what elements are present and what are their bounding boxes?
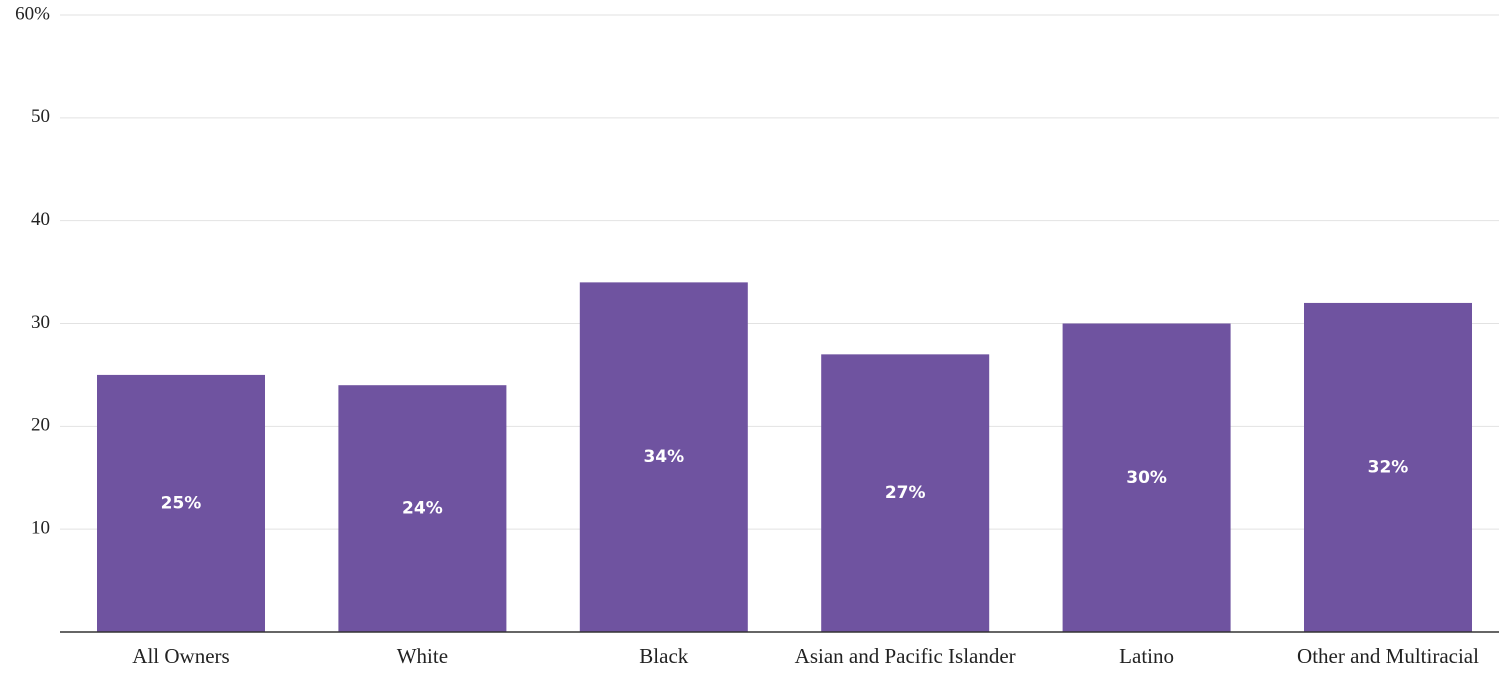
- x-tick-label: White: [396, 644, 449, 668]
- value-label: 32%: [1368, 457, 1409, 477]
- bar: [97, 374, 265, 632]
- x-tick-label: All Owners: [132, 644, 230, 668]
- bar: [1062, 323, 1231, 632]
- value-label: 24%: [402, 499, 443, 519]
- value-label: 27%: [885, 483, 926, 503]
- y-tick-label: 50: [31, 106, 50, 127]
- value-label: 25%: [161, 493, 202, 513]
- x-tick-label: Black: [639, 644, 689, 668]
- y-tick-label: 40: [31, 209, 50, 230]
- x-tick-label: Asian and Pacific Islander: [794, 644, 1016, 668]
- y-tick-label: 60%: [15, 3, 50, 24]
- y-tick-label: 30: [31, 312, 50, 333]
- bar: [1304, 302, 1472, 632]
- bar: [579, 282, 748, 632]
- value-label: 30%: [1126, 468, 1167, 488]
- y-tick-label: 10: [31, 518, 50, 539]
- bar: [338, 385, 507, 632]
- value-label: 34%: [643, 447, 684, 467]
- x-tick-label: Other and Multiracial: [1297, 644, 1479, 668]
- y-tick-label: 20: [31, 415, 50, 436]
- x-tick-label: Latino: [1119, 644, 1174, 668]
- bar: [821, 354, 990, 632]
